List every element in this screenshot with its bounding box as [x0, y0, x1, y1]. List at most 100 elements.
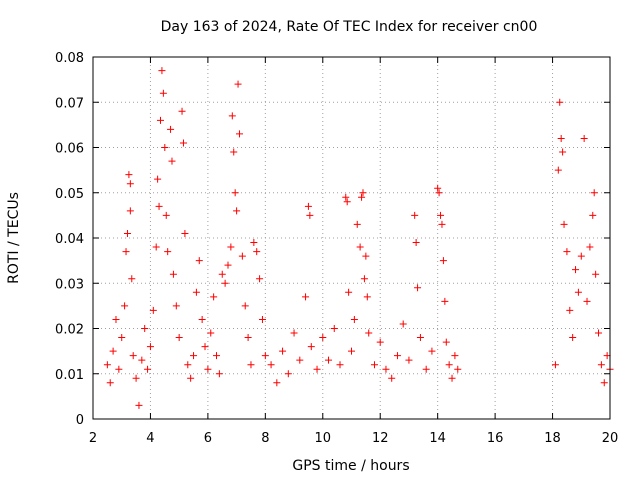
- data-point: [363, 293, 371, 301]
- y-tick-label: 0: [76, 413, 84, 428]
- x-tick-labels: 2 4 6 8 10 12 14 16 18 20: [89, 431, 618, 446]
- data-point: [376, 338, 384, 346]
- data-point: [109, 347, 117, 355]
- data-point: [359, 189, 367, 197]
- data-point: [307, 343, 315, 351]
- data-point: [412, 239, 420, 247]
- data-point: [125, 171, 133, 179]
- data-point: [583, 297, 591, 305]
- data-point: [399, 320, 407, 328]
- data-point: [330, 325, 338, 332]
- data-point: [184, 361, 192, 369]
- data-point: [179, 139, 187, 147]
- data-point: [253, 248, 261, 256]
- data-point: [123, 229, 131, 237]
- data-point: [126, 180, 134, 188]
- data-point: [112, 315, 120, 323]
- data-point: [187, 374, 195, 382]
- data-point: [221, 279, 229, 287]
- data-point: [569, 334, 577, 342]
- y-tick-label: 0.08: [55, 51, 84, 66]
- data-point: [284, 370, 292, 378]
- plot-frame: [92, 56, 611, 420]
- data-point: [451, 352, 459, 360]
- data-point: [164, 248, 172, 256]
- data-point: [557, 134, 565, 142]
- data-point: [592, 270, 600, 278]
- data-point: [445, 361, 453, 369]
- data-point: [234, 80, 242, 88]
- data-points: [103, 67, 614, 409]
- data-point: [273, 379, 281, 387]
- data-point: [175, 334, 183, 342]
- data-point: [574, 288, 582, 296]
- data-point: [435, 189, 443, 197]
- x-tick-label: 8: [261, 431, 269, 446]
- data-point: [231, 189, 239, 197]
- data-point: [411, 211, 419, 219]
- data-point: [195, 257, 203, 265]
- data-point: [360, 275, 368, 283]
- data-point: [118, 334, 126, 342]
- data-point: [556, 98, 564, 106]
- chart-title: Day 163 of 2024, Rate Of TEC Index for r…: [161, 19, 538, 35]
- data-point: [296, 356, 304, 364]
- x-tick-label: 18: [544, 431, 561, 446]
- data-point: [224, 261, 232, 269]
- data-point: [190, 352, 198, 360]
- data-point: [362, 252, 370, 260]
- data-point: [141, 325, 149, 332]
- data-point: [126, 207, 134, 215]
- data-point: [122, 248, 130, 256]
- data-point: [201, 343, 209, 351]
- data-point: [169, 270, 177, 278]
- data-point: [115, 365, 123, 373]
- data-point: [345, 288, 353, 296]
- data-point: [218, 270, 226, 278]
- data-point: [235, 130, 243, 138]
- data-point: [230, 148, 238, 156]
- data-point: [279, 347, 287, 355]
- data-point: [319, 334, 327, 342]
- data-point: [135, 401, 143, 409]
- data-point: [388, 374, 396, 382]
- data-point: [439, 257, 447, 265]
- data-point: [238, 252, 246, 260]
- data-point: [154, 175, 162, 183]
- data-point: [448, 374, 456, 382]
- data-point: [551, 361, 559, 369]
- data-point: [350, 315, 358, 323]
- y-tick-labels: 0 0.01 0.02 0.03 0.04 0.05 0.06 0.07 0.08: [55, 51, 84, 428]
- data-point: [454, 365, 462, 373]
- y-tick-label: 0.02: [55, 323, 84, 338]
- data-point: [247, 361, 255, 369]
- data-point: [603, 352, 611, 360]
- data-point: [207, 329, 215, 337]
- data-point: [358, 193, 366, 201]
- x-tick-label: 10: [315, 431, 332, 446]
- x-tick-label: 2: [89, 431, 97, 446]
- data-point: [428, 347, 436, 355]
- data-point: [348, 347, 355, 355]
- data-point: [577, 252, 585, 260]
- data-point: [566, 306, 574, 314]
- data-point: [365, 329, 373, 337]
- data-point: [213, 352, 221, 360]
- data-point: [241, 302, 249, 310]
- data-point: [244, 334, 252, 342]
- data-point: [304, 202, 312, 210]
- data-point: [162, 211, 170, 219]
- data-point: [302, 293, 310, 301]
- data-point: [356, 243, 364, 251]
- data-point: [559, 148, 567, 156]
- data-point: [580, 134, 588, 142]
- data-point: [313, 365, 321, 373]
- y-tick-label: 0.05: [55, 187, 84, 202]
- x-axis-title: GPS time / hours: [292, 458, 409, 474]
- data-point: [103, 361, 111, 369]
- x-tick-label: 4: [146, 431, 154, 446]
- data-point: [129, 352, 137, 360]
- data-point: [181, 229, 189, 237]
- data-point: [353, 220, 361, 228]
- data-point: [178, 107, 186, 115]
